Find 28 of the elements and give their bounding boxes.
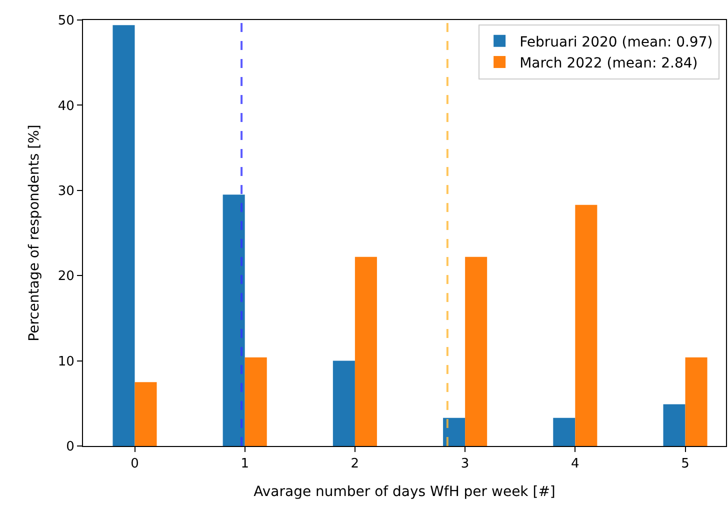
y-tick-label: 30 [58, 184, 74, 199]
bar [465, 256, 488, 446]
x-tick-label: 0 [130, 456, 139, 472]
y-tick-label: 0 [66, 440, 74, 455]
bar [443, 418, 466, 446]
legend-label: Februari 2020 (mean: 0.97) [520, 34, 713, 50]
y-tick-label: 40 [58, 98, 74, 114]
bar [685, 357, 708, 446]
x-tick-label: 2 [350, 456, 360, 472]
x-tick-label: 3 [460, 456, 470, 472]
x-tick-label: 1 [240, 456, 249, 472]
y-axis-title: Percentage of respondents [%] [26, 124, 42, 342]
bar [663, 404, 686, 446]
bar [244, 357, 267, 446]
bar [134, 382, 157, 446]
bar [222, 194, 245, 446]
y-tick-label: 10 [58, 354, 74, 370]
bar [575, 204, 598, 446]
legend-label: March 2022 (mean: 2.84) [520, 56, 698, 72]
y-tick-label: 20 [58, 269, 74, 284]
bar [354, 256, 377, 446]
bar [332, 360, 355, 446]
x-tick-label: 5 [681, 456, 690, 472]
bar [112, 25, 135, 446]
x-axis-title: Avarage number of days WfH per week [#] [254, 484, 556, 500]
y-tick-label: 50 [58, 14, 74, 29]
x-tick-label: 4 [571, 456, 580, 472]
bar [553, 418, 576, 446]
